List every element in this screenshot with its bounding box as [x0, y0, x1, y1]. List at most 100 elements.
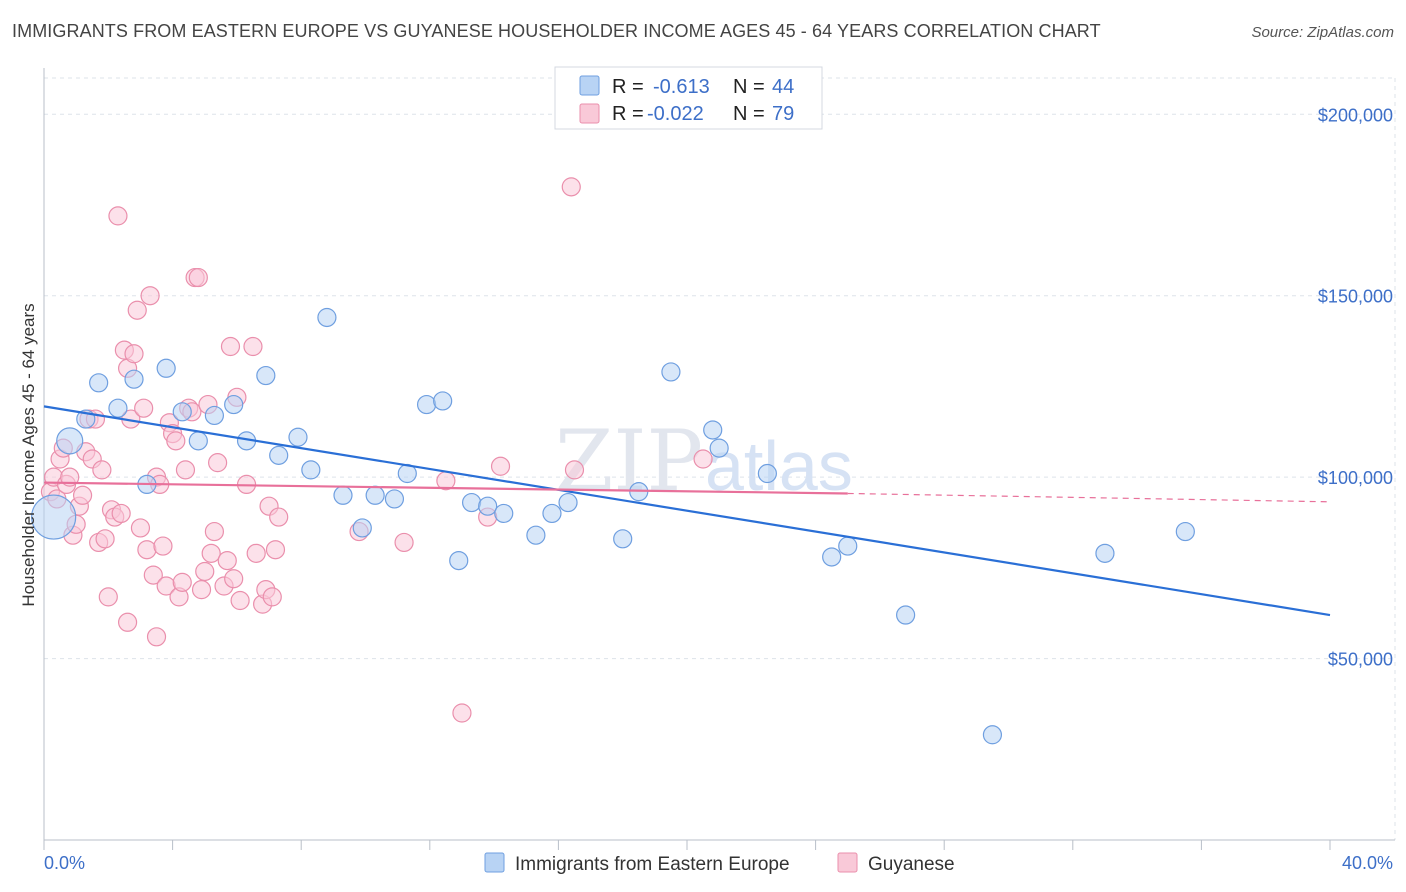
- eastern-europe-point: [224, 394, 244, 415]
- guyanese-point: [452, 703, 472, 723]
- guyanese-point: [95, 529, 115, 549]
- eastern-europe-point: [461, 492, 482, 513]
- eastern-europe-point: [89, 373, 109, 393]
- guyanese-point: [134, 398, 154, 418]
- guyanese-trend-line: [43, 481, 848, 495]
- guyanese-point: [561, 177, 581, 197]
- eastern-europe-point: [256, 365, 276, 386]
- guyanese-point: [246, 543, 266, 563]
- eastern-europe-point: [269, 445, 289, 465]
- guyanese-points: [40, 177, 713, 723]
- eastern-europe-point: [703, 420, 723, 440]
- bottom-legend-label-blue: Immigrants from Eastern Europe: [515, 854, 790, 875]
- x-tick-labels: 0.0% 40.0%: [44, 853, 1393, 873]
- legend-swatch-blue: [579, 75, 600, 96]
- guyanese-point: [140, 286, 160, 306]
- guyanese-point: [217, 550, 237, 571]
- legend-r-label-blue: R =: [612, 76, 644, 98]
- guyanese-point: [208, 453, 228, 473]
- eastern-europe-trend-line: [43, 405, 1331, 617]
- guyanese-point: [137, 540, 157, 560]
- guyanese-point: [230, 590, 250, 611]
- eastern-europe-point: [558, 492, 578, 513]
- chart-title: IMMIGRANTS FROM EASTERN EUROPE VS GUYANE…: [12, 21, 1101, 41]
- guyanese-point: [166, 431, 186, 451]
- legend-n-label-blue: N =: [733, 76, 765, 98]
- legend-r-value-pink: -0.022: [647, 103, 704, 125]
- eastern-europe-point: [204, 405, 224, 426]
- y-tick-label: $150,000: [1318, 287, 1393, 307]
- eastern-europe-point: [188, 431, 208, 451]
- eastern-europe-point: [108, 398, 128, 418]
- guyanese-point: [124, 344, 144, 364]
- legend-n-value-blue: 44: [772, 76, 794, 98]
- guyanese-point: [72, 485, 93, 505]
- guyanese-point: [127, 300, 147, 320]
- guyanese-point: [153, 536, 173, 556]
- eastern-europe-point: [822, 547, 842, 567]
- guyanese-point: [224, 569, 244, 589]
- series-legend: Immigrants from Eastern Europe Guyanese: [484, 852, 955, 875]
- eastern-europe-point: [982, 725, 1003, 745]
- guyanese-point: [693, 449, 713, 469]
- guyanese-point: [108, 206, 128, 226]
- eastern-europe-point: [365, 485, 385, 505]
- guyanese-point: [146, 627, 167, 647]
- eastern-europe-point: [896, 605, 916, 625]
- guyanese-point: [92, 460, 112, 480]
- guyanese-point: [262, 587, 282, 607]
- correlation-legend: R = -0.613 N = 44 R = -0.022 N = 79: [554, 66, 823, 130]
- guyanese-point: [98, 587, 118, 607]
- eastern-europe-points: [31, 307, 1195, 745]
- eastern-europe-point: [661, 362, 681, 382]
- x-tick-label-min: 0.0%: [44, 853, 85, 873]
- guyanese-point: [172, 572, 192, 592]
- eastern-europe-point: [526, 525, 546, 545]
- eastern-europe-point: [384, 489, 405, 509]
- eastern-europe-point: [838, 536, 858, 556]
- eastern-europe-point: [172, 402, 192, 422]
- guyanese-point: [195, 561, 215, 582]
- eastern-europe-point: [449, 550, 469, 571]
- eastern-europe-point: [1095, 543, 1115, 563]
- eastern-europe-point: [156, 358, 176, 378]
- x-tick-label-max: 40.0%: [1342, 853, 1393, 873]
- legend-r-value-blue: -0.613: [653, 76, 710, 98]
- eastern-europe-point: [288, 427, 308, 447]
- legend-r-label-pink: R =: [612, 103, 644, 125]
- guyanese-point: [269, 507, 289, 527]
- eastern-europe-point: [317, 307, 337, 328]
- eastern-europe-point: [478, 496, 498, 516]
- guyanese-point: [490, 456, 511, 476]
- guyanese-point: [191, 580, 212, 600]
- eastern-europe-point: [1175, 521, 1195, 542]
- trend-lines: [43, 405, 1331, 617]
- bottom-legend-swatch-pink: [837, 852, 858, 873]
- guyanese-point: [564, 460, 585, 480]
- guyanese-point: [201, 543, 221, 563]
- y-tick-label: $200,000: [1318, 105, 1393, 125]
- bottom-legend-label-pink: Guyanese: [868, 854, 955, 875]
- eastern-europe-point: [333, 485, 353, 505]
- eastern-europe-point: [433, 391, 453, 411]
- eastern-europe-point: [709, 438, 729, 458]
- guyanese-point: [188, 267, 208, 288]
- guyanese-point: [265, 540, 286, 560]
- chart-source: Source: ZipAtlas.com: [1251, 24, 1394, 41]
- guyanese-point: [175, 460, 196, 480]
- guyanese-point: [394, 532, 414, 553]
- guyanese-point: [60, 467, 80, 487]
- guyanese-point: [243, 336, 263, 357]
- guyanese-point: [143, 565, 163, 585]
- y-tick-label: $50,000: [1328, 650, 1393, 670]
- axes: [43, 68, 1395, 850]
- legend-n-value-pink: 79: [772, 103, 794, 125]
- guyanese-trend-extension: [847, 492, 1331, 503]
- guyanese-point: [117, 612, 138, 632]
- eastern-europe-point: [613, 529, 633, 549]
- guyanese-point: [111, 503, 131, 524]
- guyanese-point: [204, 521, 224, 542]
- y-tick-labels: $50,000 $100,000 $150,000 $200,000: [1318, 105, 1393, 669]
- eastern-europe-point: [56, 427, 84, 455]
